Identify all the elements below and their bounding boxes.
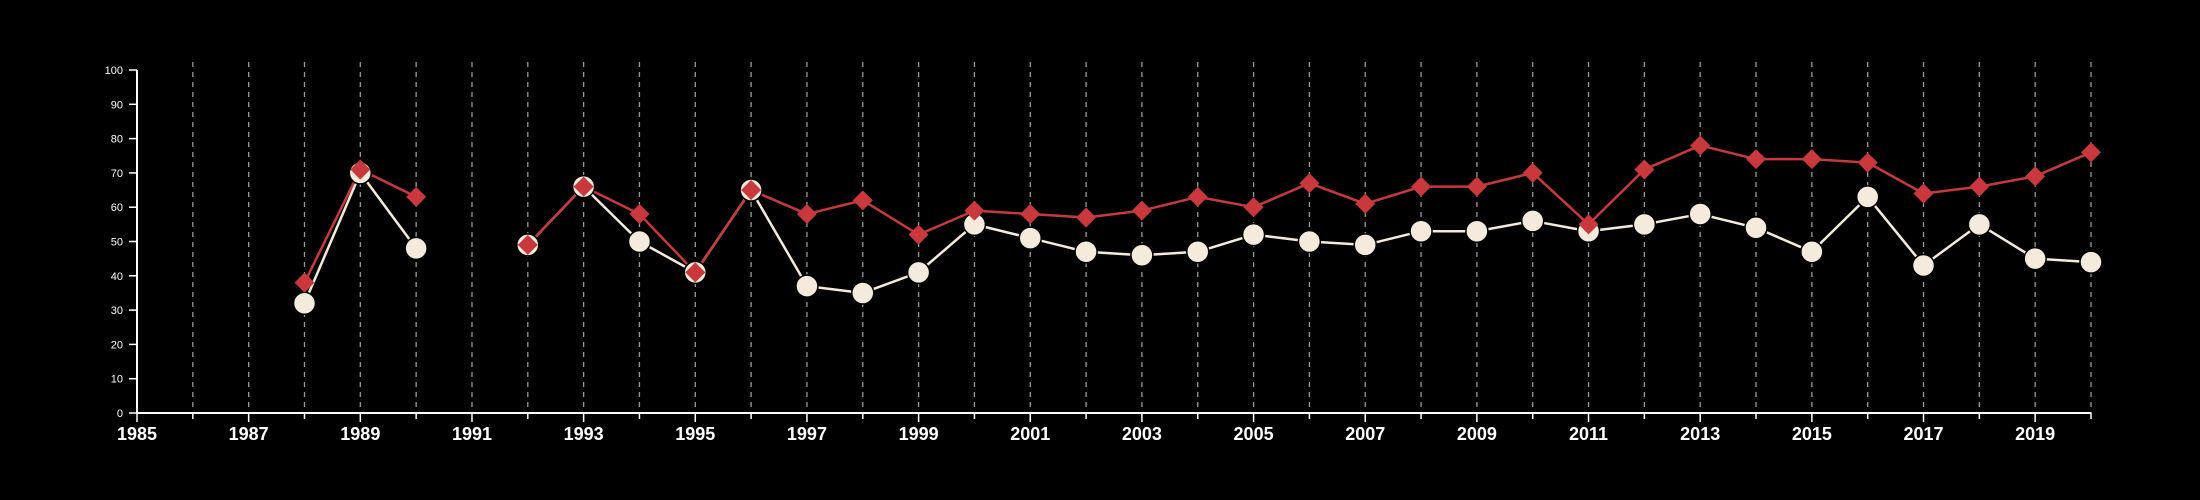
series-2-point-2000 <box>964 200 985 221</box>
series-1-point-2005 <box>1241 222 1266 247</box>
y-tick-label-70: 70 <box>111 168 123 180</box>
series-1-point-2014 <box>1744 216 1768 240</box>
series-1-point-2013 <box>1688 202 1712 226</box>
series-1-point-1999 <box>906 260 931 285</box>
x-tick-label-2001: 2001 <box>1010 424 1050 444</box>
x-tick-label-1995: 1995 <box>675 424 715 444</box>
series-2-point-2007 <box>1355 193 1376 214</box>
x-tick-label-2013: 2013 <box>1680 424 1720 444</box>
series-1-point-2004 <box>1185 240 1210 264</box>
series-2-point-1989 <box>350 159 371 180</box>
series-2-point-2014 <box>1746 149 1767 170</box>
x-tick-label-2005: 2005 <box>1234 424 1274 444</box>
series-1-point-2020 <box>2079 250 2103 274</box>
series-1-point-2003 <box>1130 243 1154 267</box>
series-1-point-2008 <box>1409 219 1433 243</box>
series-2-point-1995 <box>685 262 706 283</box>
x-tick-label-1987: 1987 <box>229 424 269 444</box>
y-tick-label-30: 30 <box>111 305 123 317</box>
x-tick-label-1997: 1997 <box>787 424 827 444</box>
series-1-point-2009 <box>1465 219 1489 243</box>
y-tick-label-60: 60 <box>111 202 123 214</box>
x-tick-label-2011: 2011 <box>1569 424 1608 444</box>
y-tick-label-80: 80 <box>111 134 123 146</box>
series-2-point-1990 <box>406 186 427 207</box>
x-tick-label-1991: 1991 <box>452 424 492 444</box>
vertical-gridlines <box>192 62 2092 413</box>
series-2-point-2011 <box>1578 214 1599 235</box>
y-tick-label-40: 40 <box>111 271 123 283</box>
series-2-point-2004 <box>1187 186 1208 207</box>
series-1-point-2001 <box>1018 226 1043 250</box>
series-2-point-1993 <box>573 176 594 197</box>
series-1-point-1990 <box>404 236 428 261</box>
series-2-point-2002 <box>1076 207 1097 228</box>
series-1-point-1988 <box>292 291 317 315</box>
y-tick-label-50: 50 <box>111 237 123 249</box>
x-tick-label-2009: 2009 <box>1457 424 1497 444</box>
y-tick-label-0: 0 <box>117 408 123 420</box>
series-2-point-1994 <box>629 204 650 225</box>
x-tick-label-2003: 2003 <box>1122 424 1162 444</box>
y-tick-label-20: 20 <box>111 339 123 351</box>
series-1-point-1997 <box>795 274 819 298</box>
y-tick-label-100: 100 <box>105 65 123 77</box>
y-tick-label-90: 90 <box>111 99 123 111</box>
series-2-point-2020 <box>2081 142 2101 163</box>
x-tick-label-2017: 2017 <box>1903 424 1943 444</box>
series-2-point-2008 <box>1411 176 1432 197</box>
series-2-point-2005 <box>1243 197 1264 218</box>
series-1-point-2012 <box>1632 212 1657 237</box>
series-2-point-2010 <box>1522 162 1543 183</box>
series-1-point-2010 <box>1520 209 1545 233</box>
x-tick-label-2007: 2007 <box>1345 424 1385 444</box>
x-tick-label-2019: 2019 <box>2015 424 2055 444</box>
series-2-point-1992 <box>517 234 538 255</box>
series-2-point-2001 <box>1020 204 1041 225</box>
series-2-point-2012 <box>1634 159 1655 180</box>
series-2-point-1998 <box>852 190 873 211</box>
series-markers <box>292 135 2103 315</box>
series-2-point-2009 <box>1466 176 1487 197</box>
series-2-point-2013 <box>1690 135 1711 156</box>
series-2-point-2006 <box>1299 173 1320 194</box>
series-2-point-2017 <box>1913 183 1934 204</box>
series-1-point-2006 <box>1297 229 1322 254</box>
series-1-point-2002 <box>1074 240 1098 264</box>
x-tick-label-2015: 2015 <box>1792 424 1832 444</box>
series-2-point-1999 <box>908 224 929 245</box>
series-2-point-1997 <box>796 204 817 225</box>
x-tick-label-1999: 1999 <box>899 424 939 444</box>
series-1-point-2017 <box>1911 253 1936 278</box>
y-tick-label-10: 10 <box>111 374 123 386</box>
x-tick-label-1993: 1993 <box>564 424 604 444</box>
x-tick-label-1989: 1989 <box>340 424 380 444</box>
series-2-point-2016 <box>1857 152 1878 173</box>
series-1-point-1994 <box>627 229 652 254</box>
series-1-point-2015 <box>1800 240 1824 264</box>
series-2-point-1988 <box>294 272 315 293</box>
series-2-point-2003 <box>1131 200 1152 221</box>
x-tick-label-1985: 1985 <box>117 424 157 444</box>
axes: 0 10 20 30 40 50 60 70 80 90 100 1985 1987 1989 1991 19… <box>105 65 2092 444</box>
series-1-point-2019 <box>2023 246 2047 271</box>
series-1-point-2016 <box>1855 185 1880 209</box>
series-1-point-2007 <box>1353 233 1377 257</box>
series-2-point-2015 <box>1801 149 1822 170</box>
series-1-point-1998 <box>851 281 875 305</box>
series-2-point-2018 <box>1969 176 1990 197</box>
series-2-point-2019 <box>2025 166 2046 187</box>
series-2-point-1996 <box>741 180 762 201</box>
series-1-point-2018 <box>1967 212 1992 237</box>
